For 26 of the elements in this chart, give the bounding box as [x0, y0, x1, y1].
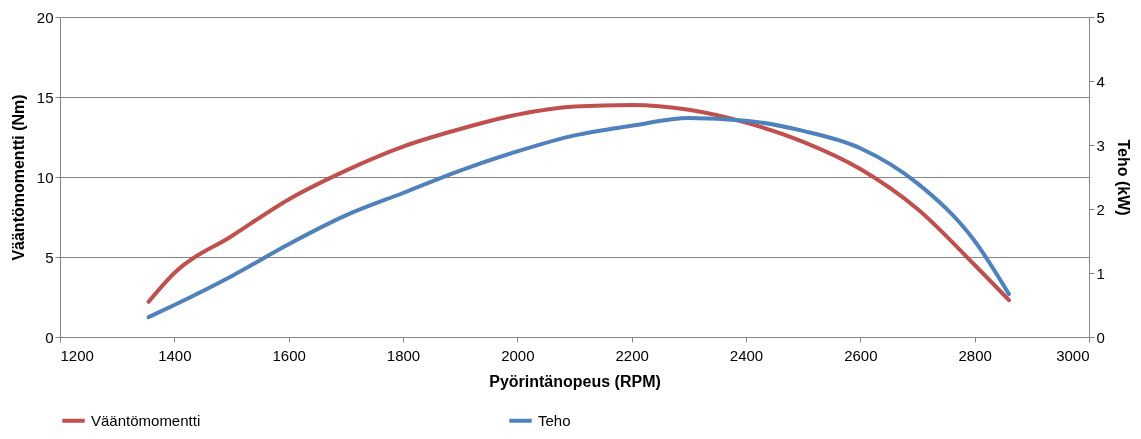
- y2-tick-label: 4: [1096, 72, 1105, 90]
- x-tick-label: 2800: [958, 346, 992, 364]
- y2-tick-label: 1: [1096, 264, 1105, 282]
- y-tick-label: 10: [36, 168, 54, 186]
- legend-label: Vääntömomentti: [91, 411, 201, 429]
- y-tick-label: 0: [45, 328, 54, 346]
- x-tick-label: 2000: [501, 346, 535, 364]
- x-tick-label: 1600: [272, 346, 306, 364]
- y2-axis-title: Teho (kW): [1114, 139, 1132, 216]
- x-tick-label: 1800: [386, 346, 421, 364]
- y2-tick-label: 3: [1096, 136, 1105, 154]
- x-tick-label: 3000: [1056, 346, 1090, 364]
- legend-label: Teho: [538, 411, 571, 429]
- y2-tick-label: 0: [1096, 328, 1105, 346]
- y2-tick-label: 5: [1096, 8, 1105, 26]
- x-tick-label: 1200: [60, 346, 94, 364]
- x-tick-label: 2600: [844, 346, 878, 364]
- y-axis-title: Vääntömomentti (Nm): [9, 94, 27, 261]
- x-axis-title: Pyörintänopeus (RPM): [489, 372, 661, 390]
- x-tick-label: 2400: [729, 346, 764, 364]
- y-tick-label: 20: [36, 8, 54, 26]
- x-tick-label: 1400: [158, 346, 192, 364]
- y-tick-label: 5: [45, 248, 54, 266]
- y2-tick-label: 2: [1096, 200, 1105, 218]
- y-tick-label: 15: [36, 88, 54, 106]
- x-tick-label: 2200: [615, 346, 649, 364]
